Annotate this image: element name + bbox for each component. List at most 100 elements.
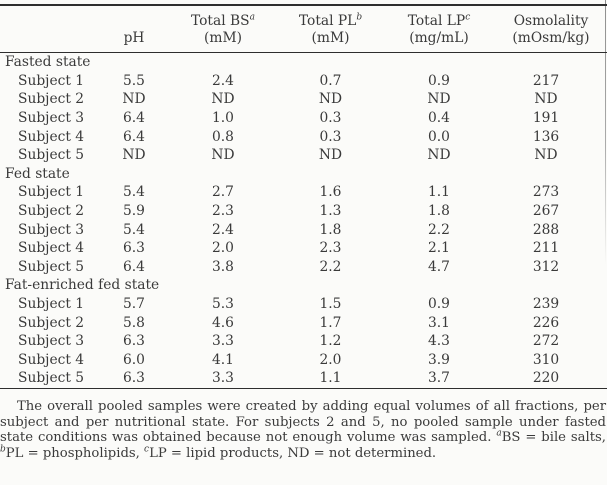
- table-cell: 6.0: [123, 351, 145, 368]
- column-header-total-lp: Total LPc (mg/mL): [383, 5, 495, 53]
- header-row: pH Total BSa (mM) Total PLb (mM) Total LPc (mg…: [0, 5, 607, 53]
- table-cell: 5.7: [123, 296, 145, 313]
- table-cell: 0.9: [428, 296, 450, 313]
- column-header-empty: [0, 5, 100, 53]
- table-cell: 1.1: [428, 184, 450, 201]
- table-cell: 6.3: [123, 240, 145, 257]
- table-cell: 217: [532, 72, 560, 89]
- table-cell: 310: [532, 351, 560, 368]
- table-cell: 4.1: [212, 351, 234, 368]
- table-row: Subject 5 6.3 3.3 1.1 3.7 220: [0, 369, 607, 388]
- table-cell: 273: [532, 184, 560, 201]
- table-cell: ND: [211, 147, 235, 164]
- row-label: Subject 2: [18, 91, 85, 108]
- table-cell: 1.0: [212, 110, 234, 127]
- table-cell: ND: [427, 147, 451, 164]
- table-cell: 288: [532, 221, 560, 238]
- scan-edge-artifact: [605, 0, 606, 265]
- table-cell: 220: [532, 370, 560, 387]
- table-row: Subject 4 6.3 2.0 2.3 2.1 211: [0, 239, 607, 258]
- table-cell: 2.2: [319, 258, 342, 275]
- table-cell: 6.4: [123, 128, 145, 145]
- table-cell: 2.0: [319, 351, 342, 368]
- table-footnote: The overall pooled samples were created …: [0, 399, 606, 461]
- table-cell: 226: [532, 314, 560, 331]
- table-row: Subject 5 6.4 3.8 2.2 4.7 312: [0, 258, 607, 277]
- table-row: Subject 3 6.3 3.3 1.2 4.3 272: [0, 332, 607, 351]
- table-cell: 6.4: [123, 258, 145, 275]
- table-cell: ND: [211, 91, 235, 108]
- section-row: Fasted state: [0, 53, 607, 72]
- column-unit: (mM): [204, 30, 242, 46]
- table-cell: 239: [532, 296, 560, 313]
- table-cell: 2.4: [212, 221, 234, 238]
- row-label: Subject 1: [18, 72, 85, 89]
- section-label: Fat-enriched fed state: [5, 277, 160, 294]
- table-cell: 1.8: [428, 203, 450, 220]
- table-cell: 6.3: [123, 333, 145, 350]
- column-label: Total LPc: [407, 12, 471, 29]
- row-label: Subject 3: [18, 221, 85, 238]
- table-cell: 2.4: [212, 72, 234, 89]
- table-cell: 0.3: [319, 128, 342, 145]
- table-cell: ND: [534, 91, 558, 108]
- table-header: pH Total BSa (mM) Total PLb (mM) Total LPc (mg…: [0, 5, 607, 53]
- table-cell: 5.3: [212, 296, 234, 313]
- table-cell: 1.5: [319, 296, 342, 313]
- table-cell: 0.8: [212, 128, 234, 145]
- table-row: Subject 3 6.4 1.0 0.3 0.4 191: [0, 109, 607, 128]
- column-label: Total BSa: [191, 12, 255, 29]
- column-label: pH: [123, 30, 145, 46]
- table-cell: 2.0: [212, 240, 234, 257]
- table-row: Subject 1 5.7 5.3 1.5 0.9 239: [0, 295, 607, 314]
- column-label: Osmolality: [513, 13, 589, 29]
- table-body: Fasted state Subject 1 5.5 2.4 0.7 0.9 217 Subj…: [0, 53, 607, 389]
- table-cell: 1.7: [319, 314, 342, 331]
- table-cell: 1.3: [319, 203, 342, 220]
- table-cell: 2.1: [428, 240, 450, 257]
- table-row: Subject 3 5.4 2.4 1.8 2.2 288: [0, 220, 607, 239]
- column-unit: (mg/mL): [409, 30, 469, 46]
- table-cell: 191: [532, 110, 560, 127]
- section-label: Fed state: [5, 165, 70, 182]
- footnote-marker: c: [465, 12, 471, 23]
- column-label: Total PLb: [298, 12, 363, 29]
- column-header-total-bs: Total BSa (mM): [168, 5, 278, 53]
- table-cell: 1.6: [319, 184, 342, 201]
- table-cell: 1.1: [319, 370, 342, 387]
- table-cell: 1.8: [319, 221, 342, 238]
- table-cell: 4.3: [428, 333, 450, 350]
- table-cell: ND: [122, 147, 146, 164]
- table-cell: 0.3: [319, 110, 342, 127]
- footnote-marker: a: [496, 428, 502, 439]
- table-cell: 4.7: [428, 258, 450, 275]
- table-cell: ND: [534, 147, 558, 164]
- table-cell: 0.7: [319, 72, 342, 89]
- table-cell: 2.3: [319, 240, 342, 257]
- column-unit: (mOsm/kg): [512, 30, 590, 46]
- table-cell: 5.4: [123, 184, 145, 201]
- table-cell: 0.0: [428, 128, 450, 145]
- table-cell: 272: [532, 333, 560, 350]
- table-cell: ND: [318, 91, 343, 108]
- footnote-text: The overall pooled samples were created …: [0, 399, 606, 446]
- footnote-text: BS = bile salts,: [501, 430, 606, 446]
- table-cell: ND: [427, 91, 451, 108]
- row-label: Subject 3: [18, 333, 85, 350]
- row-label: Subject 1: [18, 184, 85, 201]
- table-cell: 211: [532, 240, 560, 257]
- table-cell: 5.5: [123, 72, 145, 89]
- section-row: Fat-enriched fed state: [0, 276, 607, 295]
- table-cell: 136: [532, 128, 560, 145]
- table-cell: 0.9: [428, 72, 450, 89]
- row-label: Subject 2: [18, 203, 85, 220]
- table-row: Subject 2 ND ND ND ND ND: [0, 90, 607, 109]
- table-cell: 5.4: [123, 221, 145, 238]
- table-cell: 5.9: [123, 203, 145, 220]
- table-cell: 0.4: [428, 110, 450, 127]
- row-label: Subject 3: [18, 110, 85, 127]
- row-label: Subject 5: [18, 147, 85, 164]
- table-cell: 3.3: [212, 333, 234, 350]
- table-row: Subject 4 6.0 4.1 2.0 3.9 310: [0, 351, 607, 370]
- table-cell: 3.7: [428, 370, 450, 387]
